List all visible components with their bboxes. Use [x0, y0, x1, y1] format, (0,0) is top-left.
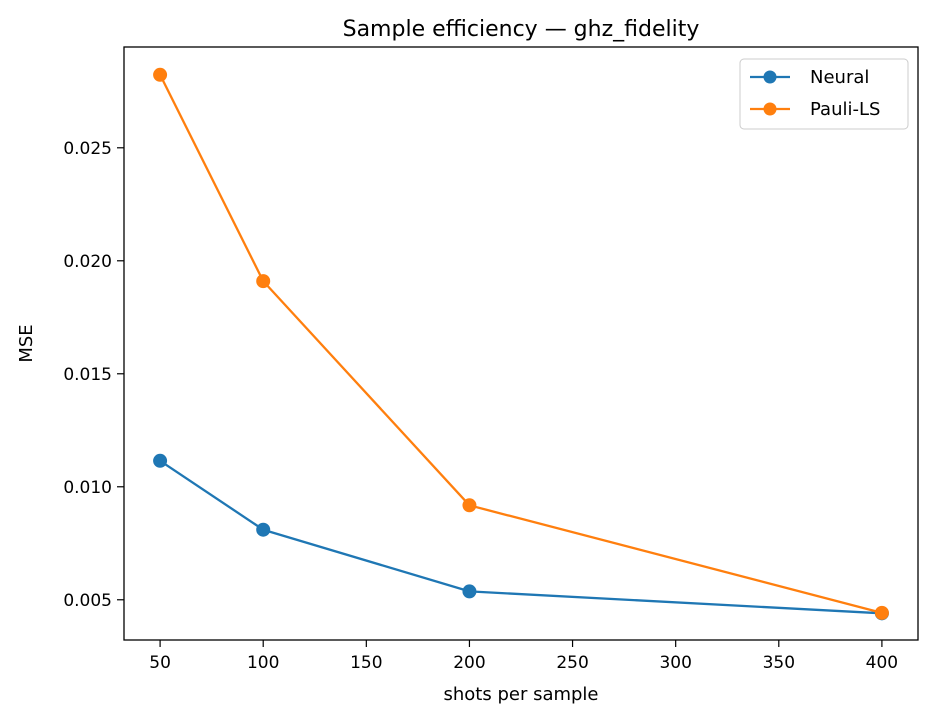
- y-tick-label: 0.015: [63, 365, 112, 385]
- plot-frame: [123, 46, 919, 641]
- x-tick-label: 300: [659, 653, 691, 673]
- x-tick-label: 50: [149, 653, 171, 673]
- y-tick-label: 0.010: [63, 478, 112, 498]
- x-tick-label: 100: [247, 653, 279, 673]
- y-tick-label: 0.025: [63, 139, 112, 159]
- x-tick-label: 200: [453, 653, 485, 673]
- legend-marker: [763, 102, 777, 116]
- data-point-neural: [256, 522, 271, 537]
- data-point-pauli-ls: [256, 274, 271, 289]
- data-point-pauli-ls: [153, 67, 168, 82]
- y-tick-label: 0.005: [63, 591, 112, 611]
- x-tick-label: 250: [556, 653, 588, 673]
- data-point-pauli-ls: [874, 605, 889, 620]
- x-axis: 50 100 150 200 250 300 350 400: [149, 640, 898, 673]
- chart-title: Sample efficiency — ghz_fidelity: [343, 17, 700, 42]
- legend-marker: [763, 70, 777, 84]
- legend-label: Neural: [810, 67, 869, 88]
- series-line-neural: [159, 459, 882, 615]
- x-tick-label: 150: [350, 653, 382, 673]
- x-tick-label: 350: [763, 653, 795, 673]
- x-axis-label: shots per sample: [443, 684, 598, 705]
- plot-area: [124, 47, 918, 640]
- data-point-neural: [153, 453, 168, 468]
- legend-label: Pauli-LS: [810, 99, 880, 120]
- y-tick-label: 0.020: [63, 252, 112, 272]
- data-point-pauli-ls: [462, 498, 477, 513]
- legend: Neural Pauli-LS: [739, 58, 909, 130]
- y-axis: 0.005 0.010 0.015 0.020 0.025: [63, 139, 124, 611]
- y-axis-label: MSE: [16, 324, 37, 362]
- series-layer: [153, 67, 889, 621]
- series-line-pauli-ls: [159, 74, 883, 614]
- data-point-neural: [462, 584, 477, 599]
- x-tick-label: 400: [866, 653, 898, 673]
